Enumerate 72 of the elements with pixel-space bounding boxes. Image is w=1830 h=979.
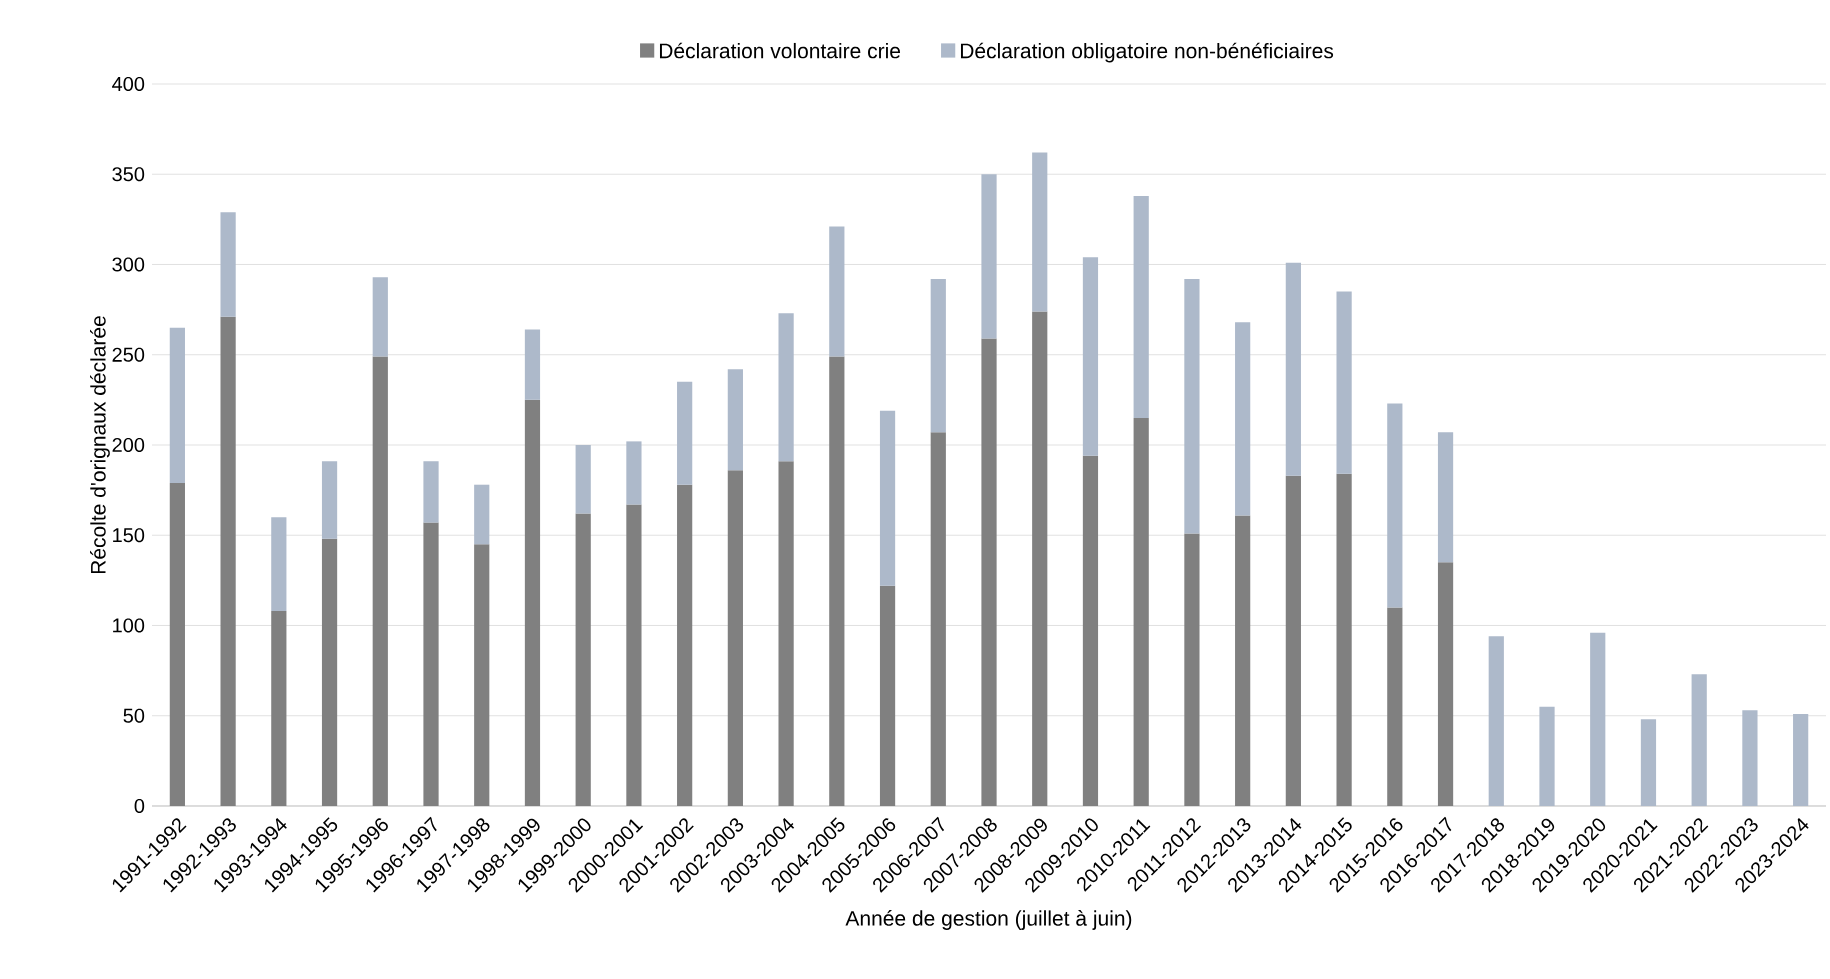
bar: [981, 338, 997, 806]
y-tick-label: 400: [112, 76, 145, 92]
bar: [1032, 311, 1048, 806]
y-axis-title: Récolte d'orignaux déclarée: [90, 316, 110, 574]
bar: [1285, 475, 1301, 806]
bar: [1133, 417, 1149, 806]
bar: [1235, 322, 1251, 516]
bar: [626, 441, 642, 505]
bar: [778, 461, 794, 806]
y-tick-label: 350: [112, 167, 145, 182]
y-tick-label: 250: [112, 347, 145, 362]
bar: [1082, 455, 1099, 806]
bar: [1184, 278, 1200, 534]
bar: [474, 484, 490, 545]
bar: [1539, 706, 1555, 806]
bar: [524, 329, 541, 400]
bar: [1640, 719, 1657, 806]
bar: [1437, 562, 1454, 806]
bar: [1285, 262, 1301, 476]
bar: [778, 313, 794, 462]
bar: [474, 544, 490, 806]
bar: [169, 482, 185, 806]
y-tick-label: 150: [113, 528, 145, 543]
legend-label: Déclaration obligatoire non-bénéficiaires: [960, 42, 1334, 63]
x-axis-title: Année de gestion (juillet à juin): [845, 910, 1132, 930]
bar: [829, 356, 845, 806]
bar: [372, 277, 388, 357]
bar: [1590, 632, 1606, 806]
bar: [372, 356, 388, 806]
bar: [1032, 152, 1048, 312]
y-tick-label: 300: [112, 257, 145, 272]
bar: [727, 369, 743, 471]
bar: [1488, 636, 1504, 806]
bar: [1082, 257, 1099, 456]
y-tick-label: 200: [112, 437, 145, 453]
bar: [1742, 710, 1758, 806]
bar: [524, 399, 541, 806]
bar: [423, 461, 439, 523]
bar: [1387, 607, 1403, 806]
bar: [1691, 674, 1707, 806]
y-tick-label: 100: [113, 618, 145, 633]
bar: [727, 470, 743, 806]
bar: [1437, 432, 1454, 563]
bar: [271, 517, 287, 612]
bar: [626, 504, 642, 806]
bar: [1793, 713, 1809, 806]
bar: [677, 381, 693, 485]
bar: [1133, 195, 1149, 418]
bar: [1336, 473, 1352, 806]
y-tick-label: 0: [134, 798, 145, 814]
bar: [575, 513, 591, 806]
bar: [169, 327, 185, 483]
bar: [1336, 291, 1352, 474]
bar: [423, 522, 439, 806]
y-tick-label: 50: [123, 708, 145, 723]
bar: [575, 444, 591, 514]
bar: [271, 611, 287, 806]
bar: [1235, 515, 1251, 806]
bar: [930, 432, 946, 806]
bar: [677, 484, 693, 806]
legend-label: Déclaration volontaire crie: [659, 42, 901, 59]
bar: [321, 461, 338, 539]
bar: [829, 226, 845, 357]
bar: [879, 410, 896, 586]
bar: [1387, 403, 1403, 608]
bar: [220, 212, 236, 317]
bar: [981, 174, 997, 339]
bar: [321, 538, 338, 806]
bar: [1184, 533, 1200, 806]
bar: [220, 316, 236, 806]
bar: [930, 278, 946, 433]
bar: [879, 585, 896, 806]
